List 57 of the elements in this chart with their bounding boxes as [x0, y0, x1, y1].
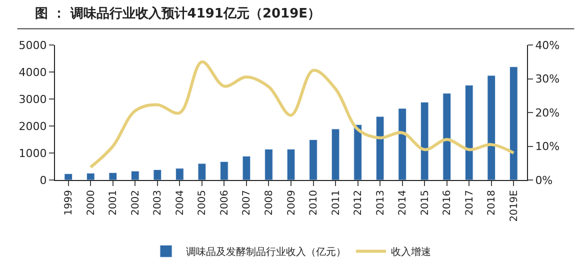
bar: [264, 148, 273, 180]
x-tick-label: 2000: [86, 190, 97, 216]
y-tick-label: 0: [40, 174, 47, 187]
x-tick-label: 2011: [330, 190, 342, 216]
x-tick-label: 2015: [420, 190, 431, 216]
y2-tick-label: 0%: [535, 174, 553, 187]
x-tick-label: 2014: [398, 190, 409, 216]
legend-label: 收入增速: [391, 246, 431, 258]
bar: [331, 128, 340, 180]
x-tick-label: 2001: [108, 190, 120, 216]
bar: [176, 168, 184, 180]
y2-tick-label: 10%: [535, 140, 560, 154]
bar: [309, 140, 318, 180]
bar: [398, 108, 406, 180]
bar: [64, 174, 72, 180]
bar: [420, 102, 429, 180]
y2-tick-label: 20%: [535, 106, 560, 120]
x-tick-label: 2002: [130, 190, 142, 216]
chart-title: 图 ： 调味品行业收入预计4191亿元（2019E）: [35, 5, 321, 22]
bar: [487, 75, 496, 180]
x-tick-label: 2005: [197, 190, 208, 216]
y2-tick-label: 30%: [535, 72, 560, 86]
legend-label: 调味品及发酵制品行业收入（亿元）: [186, 246, 346, 258]
bar: [108, 172, 118, 180]
x-tick-label: 2012: [353, 190, 364, 216]
x-tick-label: 2016: [442, 190, 454, 216]
bar: [131, 170, 140, 180]
x-tick-label: 2003: [152, 190, 164, 216]
bar: [354, 124, 362, 180]
line-series: [89, 60, 516, 169]
bar: [464, 84, 474, 180]
y2-tick-label: 40%: [535, 38, 560, 52]
x-tick-label: 2010: [308, 190, 320, 216]
bar: [286, 148, 296, 180]
y-tick-label: 3000: [18, 92, 47, 106]
y-tick-label: 4000: [18, 66, 47, 79]
x-tick-label: 2017: [464, 190, 476, 216]
x-tick-label: 2008: [264, 190, 275, 216]
x-tick-label: 2004: [174, 190, 186, 216]
x-tick-label: 2019E: [508, 190, 520, 222]
bar: [510, 66, 518, 180]
bar: [153, 169, 162, 180]
y-tick-label: 2000: [18, 120, 47, 133]
bar: [86, 173, 95, 180]
bar: [242, 156, 251, 180]
x-tick-label: 2007: [242, 190, 253, 216]
bar: [376, 116, 384, 180]
x-tick-label: 2018: [486, 190, 498, 216]
y-tick-label: 5000: [18, 38, 47, 52]
bar: [198, 163, 206, 180]
x-tick-label: 2013: [375, 190, 386, 216]
y-tick-label: 1000: [18, 146, 47, 160]
bar: [442, 93, 451, 180]
x-tick-label: 2009: [286, 190, 298, 216]
x-tick-label: 1999: [64, 190, 75, 216]
bar: [220, 161, 228, 180]
x-tick-label: 2006: [219, 190, 230, 216]
